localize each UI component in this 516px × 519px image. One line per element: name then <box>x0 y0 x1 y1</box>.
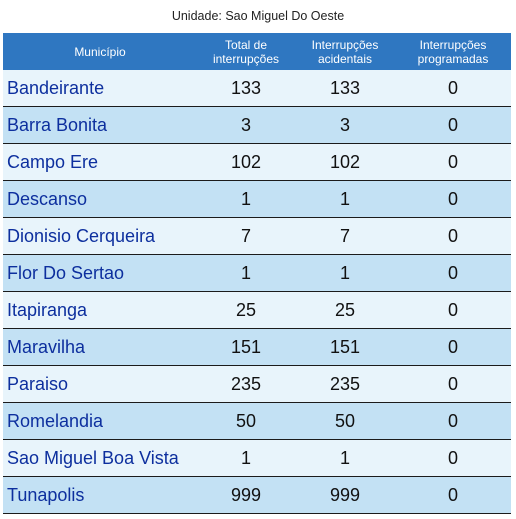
table-row: Descanso 1 1 0 <box>3 181 511 218</box>
header-municipio-label: Município <box>74 44 126 59</box>
cell-total: 151 <box>230 336 262 357</box>
unit-title: Unidade: Sao Miguel Do Oeste <box>171 9 345 23</box>
cell-municipio: Itapiranga <box>7 299 88 320</box>
cell-municipio: Dionisio Cerqueira <box>7 225 156 246</box>
cell-municipio: Campo Ere <box>7 151 99 172</box>
table-row: Tunapolis 999 999 0 <box>3 477 511 514</box>
cell-programadas: 0 <box>447 484 458 505</box>
table-row: Barra Bonita 3 3 0 <box>3 107 511 144</box>
cell-total: 999 <box>230 484 262 505</box>
cell-total: 102 <box>230 151 262 172</box>
header-total: Total de interrupções <box>197 33 295 70</box>
cell-acidentais: 999 <box>329 484 361 505</box>
interruptions-table: Município Total de interrupções Interrup… <box>3 33 511 514</box>
cell-total: 1 <box>240 447 251 468</box>
table-row: Romelandia 50 50 0 <box>3 403 511 440</box>
cell-acidentais: 102 <box>329 151 361 172</box>
cell-programadas: 0 <box>447 151 458 172</box>
table-header: Município Total de interrupções Interrup… <box>3 33 511 70</box>
cell-acidentais: 1 <box>339 262 350 283</box>
table-row: Flor Do Sertao 1 1 0 <box>3 255 511 292</box>
cell-programadas: 0 <box>447 262 458 283</box>
cell-programadas: 0 <box>447 336 458 357</box>
cell-programadas: 0 <box>447 77 458 98</box>
cell-total: 235 <box>230 373 262 394</box>
cell-acidentais: 235 <box>329 373 361 394</box>
header-programadas-line-1: Interrupções <box>419 37 487 52</box>
cell-acidentais: 50 <box>334 410 356 431</box>
cell-municipio: Sao Miguel Boa Vista <box>7 447 179 468</box>
table-body: Bandeirante 133 133 0 Barra Bonita 3 3 0 Campo E… <box>3 70 511 514</box>
cell-acidentais: 1 <box>339 447 350 468</box>
cell-programadas: 0 <box>447 410 458 431</box>
cell-programadas: 0 <box>447 447 458 468</box>
cell-municipio: Tunapolis <box>7 484 85 505</box>
cell-municipio: Descanso <box>7 188 88 209</box>
header-total-line-1: Total de <box>224 37 267 52</box>
cell-acidentais: 133 <box>329 77 361 98</box>
header-total-line-2: interrupções <box>212 51 280 66</box>
table-row: Bandeirante 133 133 0 <box>3 70 511 107</box>
table-row: Sao Miguel Boa Vista 1 1 0 <box>3 440 511 477</box>
cell-programadas: 0 <box>447 225 458 246</box>
header-acidentais-line-1: Interrupções <box>311 37 379 52</box>
cell-municipio: Bandeirante <box>7 77 105 98</box>
table-row: Dionisio Cerqueira 7 7 0 <box>3 218 511 255</box>
cell-programadas: 0 <box>447 114 458 135</box>
cell-acidentais: 1 <box>339 188 350 209</box>
cell-total: 1 <box>240 188 251 209</box>
table-row: Paraiso 235 235 0 <box>3 366 511 403</box>
cell-acidentais: 7 <box>339 225 350 246</box>
cell-programadas: 0 <box>447 299 458 320</box>
cell-municipio: Paraiso <box>7 373 69 394</box>
cell-programadas: 0 <box>447 373 458 394</box>
cell-total: 133 <box>230 77 262 98</box>
cell-total: 1 <box>240 262 251 283</box>
cell-municipio: Maravilha <box>7 336 86 357</box>
cell-municipio: Barra Bonita <box>7 114 108 135</box>
cell-acidentais: 151 <box>329 336 361 357</box>
cell-municipio: Romelandia <box>7 410 104 431</box>
cell-total: 7 <box>240 225 251 246</box>
table-row: Itapiranga 25 25 0 <box>3 292 511 329</box>
cell-total: 25 <box>235 299 257 320</box>
cell-programadas: 0 <box>447 188 458 209</box>
cell-municipio: Flor Do Sertao <box>7 262 125 283</box>
header-acidentais: Interrupções acidentais <box>295 33 395 70</box>
cell-total: 3 <box>240 114 251 135</box>
header-programadas-line-2: programadas <box>417 51 489 66</box>
header-programadas: Interrupções programadas <box>395 33 511 70</box>
cell-acidentais: 3 <box>339 114 350 135</box>
header-municipio: Município <box>3 33 197 70</box>
cell-total: 50 <box>235 410 257 431</box>
table-row: Maravilha 151 151 0 <box>3 329 511 366</box>
table-row: Campo Ere 102 102 0 <box>3 144 511 181</box>
header-acidentais-line-2: acidentais <box>317 51 373 66</box>
cell-acidentais: 25 <box>334 299 356 320</box>
